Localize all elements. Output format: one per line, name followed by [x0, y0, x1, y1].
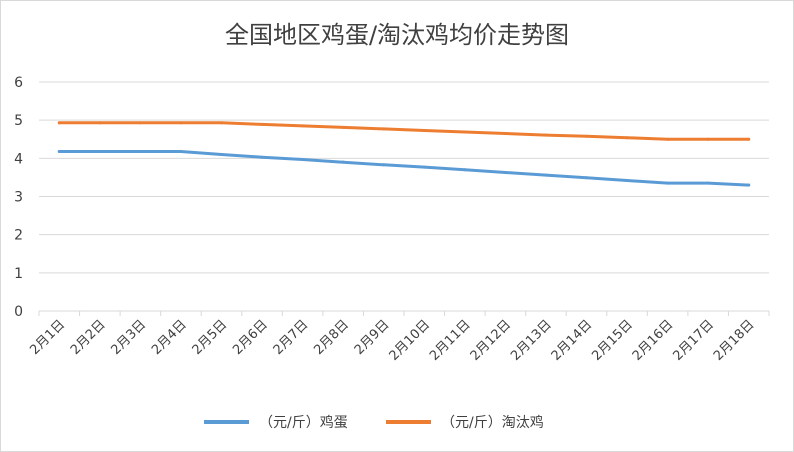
x-tick-label: 2月5日 — [190, 317, 231, 358]
data-point — [382, 127, 386, 131]
data-point — [260, 155, 264, 159]
x-tick-label: 2月18日 — [711, 317, 758, 364]
data-point — [301, 124, 305, 128]
data-point — [463, 130, 467, 134]
y-tick-label: 4 — [14, 151, 23, 167]
y-tick-label: 5 — [14, 113, 23, 129]
data-point — [179, 121, 183, 125]
data-point — [625, 136, 629, 140]
x-tick-label: 2月14日 — [549, 317, 596, 364]
legend-label: （元/斤）鸡蛋 — [259, 414, 348, 431]
x-tick-label: 2月7日 — [271, 317, 312, 358]
series-line — [57, 121, 751, 141]
y-tick-label: 0 — [14, 304, 23, 320]
x-tick-label: 2月12日 — [468, 317, 515, 364]
x-tick-label: 2月2日 — [68, 317, 109, 358]
data-point — [382, 163, 386, 167]
x-tick-label: 2月4日 — [149, 317, 190, 358]
data-point — [666, 181, 670, 185]
series-lines — [57, 121, 751, 187]
data-point — [625, 178, 629, 182]
legend-label: （元/斤）淘汰鸡 — [441, 414, 544, 431]
x-tick-label: 2月8日 — [311, 317, 352, 358]
gridlines — [39, 81, 769, 312]
data-point — [57, 149, 61, 153]
x-tick-label: 2月15日 — [589, 317, 636, 364]
y-tick-label: 6 — [14, 75, 23, 91]
x-tick-label: 2月1日 — [27, 317, 68, 358]
data-point — [422, 128, 426, 132]
data-point — [260, 122, 264, 126]
data-point — [585, 176, 588, 180]
data-point — [138, 149, 142, 153]
x-tick-label: 2月9日 — [352, 317, 393, 358]
data-point — [585, 134, 588, 138]
data-point — [98, 121, 102, 125]
data-point — [220, 121, 223, 125]
chart-title: 全国地区鸡蛋/淘汰鸡均价走势图 — [224, 21, 570, 49]
x-tick-label: 2月3日 — [109, 317, 150, 358]
data-point — [706, 181, 710, 185]
data-point — [341, 125, 345, 129]
data-point — [220, 153, 223, 157]
data-point — [301, 157, 305, 161]
data-point — [747, 183, 751, 187]
x-tick-label: 2月16日 — [630, 317, 677, 364]
data-point — [503, 132, 507, 136]
data-point — [98, 149, 102, 153]
x-tick-label: 2月11日 — [427, 317, 474, 364]
data-point — [138, 121, 142, 125]
x-tick-label: 2月13日 — [508, 317, 555, 364]
y-tick-label: 2 — [14, 228, 23, 244]
series-line — [57, 150, 751, 187]
legend: （元/斤）鸡蛋 （元/斤）淘汰鸡 — [204, 414, 544, 431]
data-point — [179, 149, 183, 153]
y-tick-label: 1 — [14, 266, 23, 282]
data-point — [666, 137, 670, 141]
data-point — [57, 121, 61, 125]
data-point — [422, 165, 426, 169]
data-point — [544, 133, 548, 137]
x-tick-label: 2月17日 — [670, 317, 717, 364]
x-tick-label: 2月6日 — [230, 317, 271, 358]
data-point — [747, 137, 751, 141]
y-tick-label: 3 — [14, 190, 23, 206]
data-point — [503, 170, 507, 174]
data-point — [463, 168, 467, 172]
data-point — [706, 137, 710, 141]
data-point — [544, 173, 548, 177]
x-tick-label: 2月10日 — [387, 317, 434, 364]
data-point — [341, 160, 345, 164]
